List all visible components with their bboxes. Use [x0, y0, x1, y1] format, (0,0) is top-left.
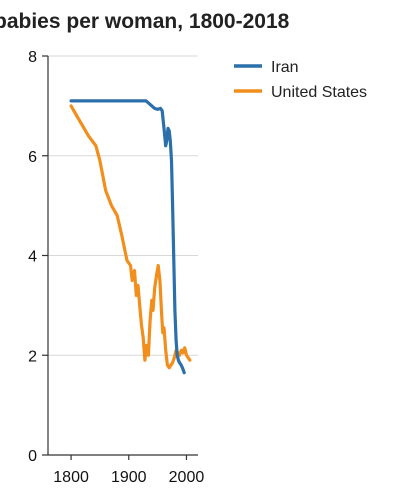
x-tick-label: 2000 — [169, 469, 205, 486]
y-tick-label: 4 — [28, 249, 37, 266]
x-tick-label: 1800 — [53, 469, 89, 486]
series-lines — [71, 101, 190, 373]
legend: Iran United States — [234, 59, 367, 101]
y-tick-label: 2 — [28, 348, 37, 365]
legend-label: Iran — [271, 59, 299, 76]
series-line-iran — [71, 101, 184, 373]
x-tick-label: 1900 — [111, 469, 147, 486]
y-tick-label: 8 — [28, 49, 37, 66]
axes: 0 2 4 6 8 1800 1900 2000 — [28, 49, 204, 486]
y-tick-label: 0 — [28, 448, 37, 465]
y-tick-label: 6 — [28, 149, 37, 166]
chart-title: babies per woman, 1800-2018 — [0, 10, 290, 33]
legend-label: United States — [271, 84, 367, 101]
